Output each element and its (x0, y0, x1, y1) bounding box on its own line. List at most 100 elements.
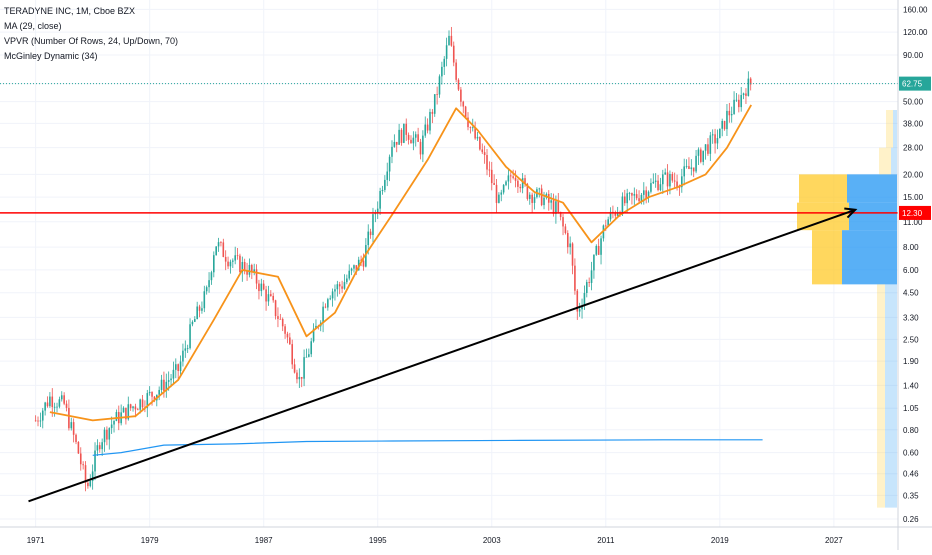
legend-vpvr[interactable]: VPVR (Number Of Rows, 24, Up/Down, 70) (4, 36, 179, 46)
legend-mcginley[interactable]: McGinley Dynamic (34) (4, 51, 98, 61)
y-tick-label: 15.00 (903, 193, 924, 202)
candle-body (341, 286, 343, 289)
candle-body (343, 282, 346, 289)
candle-body (505, 181, 507, 185)
candle-body (322, 306, 324, 323)
candle-body (372, 214, 374, 236)
candle-body (721, 120, 724, 129)
candle-body (538, 188, 541, 190)
volume-profile-bar-up (877, 284, 885, 508)
candle-body (60, 395, 63, 400)
candle-body (296, 372, 298, 380)
candle-body (189, 324, 191, 349)
candle-body (607, 219, 609, 226)
legend-title[interactable]: TERADYNE INC, 1M, Cboe BZX (4, 6, 136, 16)
candle-body (127, 404, 130, 420)
candle-body (490, 169, 493, 184)
y-tick-label: 6.00 (903, 266, 919, 275)
volume-profile-bar-up (879, 147, 891, 175)
candle-body (571, 243, 574, 266)
candle-body (58, 399, 61, 407)
candle-body (626, 193, 628, 204)
candle-body (232, 260, 234, 262)
candle-body (714, 134, 716, 144)
candle-body (448, 35, 450, 46)
hline-price-badge-bg (899, 205, 931, 220)
candle-body (745, 93, 747, 96)
candle-body (246, 271, 248, 275)
candle-body (87, 482, 89, 487)
candle-body (424, 124, 427, 136)
candle-body (597, 245, 600, 255)
candle-body (652, 181, 655, 184)
ma-line (49, 104, 752, 422)
last-price-badge-bg (899, 76, 931, 91)
candle-body (129, 404, 132, 409)
candle-body (452, 45, 455, 63)
volume-profile-bar-down (842, 230, 897, 285)
candle-body (365, 245, 367, 267)
candle-body (650, 183, 652, 192)
candle-body (393, 141, 396, 147)
candle-body (284, 326, 286, 334)
last-price-badge: 62.75 (902, 80, 923, 89)
candle-body (277, 316, 279, 319)
candle-body (471, 127, 474, 129)
x-tick-label: 2027 (825, 536, 843, 545)
y-tick-label: 50.00 (903, 98, 924, 107)
trend-arrow-head (844, 207, 858, 219)
candle-body (719, 128, 721, 139)
candle-body (258, 283, 260, 292)
candle-body (614, 212, 617, 216)
candle-body (481, 149, 484, 153)
candle-body (517, 180, 519, 187)
candle-body (738, 99, 740, 108)
candle-body (507, 175, 510, 182)
x-tick-label: 1995 (369, 536, 387, 545)
candle-body (167, 380, 170, 382)
candle-body (647, 191, 650, 199)
y-tick-label: 1.40 (903, 381, 919, 390)
candle-body (595, 245, 598, 255)
candle-body (514, 177, 517, 181)
candle-body (640, 194, 643, 202)
y-tick-label: 38.00 (903, 119, 924, 128)
candle-body (82, 464, 84, 466)
candle-body (431, 111, 434, 114)
y-tick-label: 1.90 (903, 357, 919, 366)
y-tick-label: 0.26 (903, 515, 919, 524)
candle-body (398, 129, 400, 145)
candle-body (742, 93, 745, 96)
candle-body (39, 420, 42, 422)
candle-body (184, 348, 187, 351)
candle-body (585, 282, 588, 293)
candle-body (733, 99, 735, 115)
candle-body (331, 291, 334, 299)
legend-ma[interactable]: MA (29, close) (4, 21, 62, 31)
candle-body (293, 364, 296, 373)
candle-body (229, 261, 232, 267)
candle-body (467, 117, 469, 128)
candle-body (103, 429, 106, 443)
candle-body (654, 180, 657, 182)
candle-body (631, 193, 633, 196)
candle-body (692, 167, 695, 172)
candle-body (265, 289, 267, 302)
y-tick-label: 2.50 (903, 335, 919, 344)
candle-body (158, 389, 160, 395)
candle-body (526, 183, 529, 199)
candle-body (417, 134, 419, 142)
candle-body (89, 481, 92, 487)
candle-body (422, 135, 424, 155)
candle-body (384, 179, 386, 190)
candle-body (208, 280, 210, 288)
candle-body (700, 149, 702, 162)
candle-body (443, 58, 446, 67)
candle-body (215, 246, 217, 256)
candle-body (108, 428, 111, 440)
candle-body (474, 127, 476, 139)
volume-profile-bar-down (891, 147, 897, 175)
volume-profile-bar-down (847, 174, 897, 203)
